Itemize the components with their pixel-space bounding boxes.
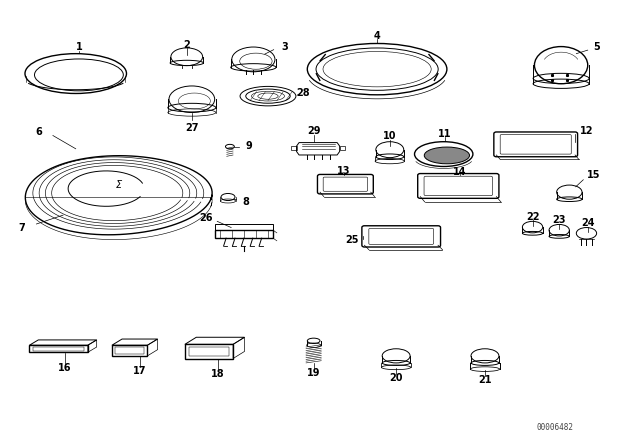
Text: Σ: Σ [116,180,122,190]
Text: 20: 20 [389,373,403,383]
Text: 24: 24 [581,218,595,228]
Text: 8: 8 [243,197,249,207]
Text: 11: 11 [438,129,452,139]
Text: 26: 26 [199,213,212,223]
Text: 10: 10 [383,131,397,142]
Text: 27: 27 [185,123,198,133]
Text: 9: 9 [246,141,252,151]
Text: 3: 3 [282,42,289,52]
Text: 19: 19 [307,368,321,378]
Text: 16: 16 [58,363,72,373]
Text: 1: 1 [76,42,83,52]
Text: 14: 14 [453,167,467,177]
Text: 29: 29 [308,126,321,136]
Text: 4: 4 [374,31,380,41]
Text: 13: 13 [337,166,351,176]
Text: 23: 23 [552,215,566,225]
Text: 22: 22 [526,212,540,222]
Text: 25: 25 [345,235,358,245]
Text: 2: 2 [184,40,190,50]
Text: 18: 18 [211,369,225,379]
Text: 12: 12 [580,125,593,136]
Text: 00006482: 00006482 [536,423,573,432]
Text: 6: 6 [36,127,42,137]
Text: 15: 15 [587,170,600,181]
Text: 17: 17 [133,366,147,376]
Text: 21: 21 [478,375,492,385]
Text: 7: 7 [19,223,25,233]
Ellipse shape [424,147,470,164]
Text: 28: 28 [296,88,310,98]
Text: 5: 5 [593,42,600,52]
